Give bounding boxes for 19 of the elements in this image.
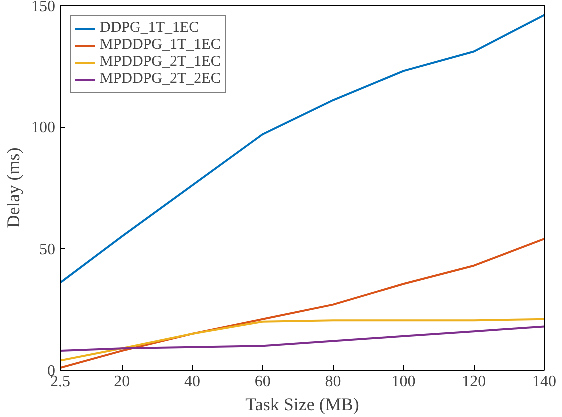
y-tick-label: 150 (32, 0, 56, 16)
x-tick-label: 100 (392, 374, 416, 390)
line-series (60, 326, 544, 352)
line-series (60, 14, 544, 284)
x-tick-label: 120 (462, 374, 486, 390)
x-axis-title: Task Size (MB) (246, 394, 360, 414)
legend-label: MPDDPG_2T_1EC (100, 54, 221, 71)
legend-label: DDPG_1T_1EC (100, 20, 200, 37)
legend-label: MPDDPG_1T_1EC (100, 37, 221, 54)
line-series (60, 318, 544, 362)
y-axis-title: Delay (ms) (4, 148, 24, 228)
x-tick-label: 80 (325, 374, 342, 390)
y-tick-label: 100 (32, 120, 56, 137)
y-tick-label: 50 (40, 241, 56, 258)
x-tick-label: 140 (532, 374, 556, 390)
x-tick-label: 40 (184, 374, 200, 390)
x-tick-label: 20 (114, 374, 130, 390)
x-tick-label: 60 (254, 374, 271, 390)
legend-label: MPDDPG_2T_2EC (100, 71, 221, 88)
